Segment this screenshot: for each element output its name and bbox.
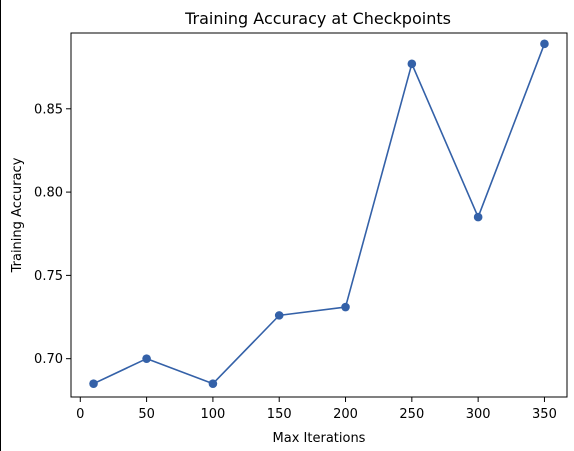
series-group <box>89 39 549 388</box>
y-axis: 0.70 0.75 0.80 0.85 <box>34 102 71 367</box>
data-point <box>473 212 483 222</box>
x-tick-label: 100 <box>200 407 225 422</box>
data-point <box>142 354 151 363</box>
x-tick-label: 200 <box>333 407 358 422</box>
data-point <box>341 302 350 312</box>
x-tick-label: 300 <box>466 407 491 422</box>
y-tick-label: 0.75 <box>34 269 63 284</box>
y-tick-label: 0.85 <box>34 102 63 117</box>
x-axis: 0 50 100 150 200 250 300 350 <box>76 397 557 422</box>
series-line <box>93 43 546 385</box>
x-tick-label: 50 <box>138 407 155 422</box>
data-point <box>540 39 549 49</box>
x-tick-label: 0 <box>76 407 84 422</box>
data-point <box>274 311 284 320</box>
y-axis-title: Training Accuracy <box>10 157 25 273</box>
chart-title: Training Accuracy at Checkpoints <box>184 9 451 28</box>
data-point <box>407 59 417 69</box>
x-axis-title: Max Iterations <box>273 431 366 446</box>
y-tick-label: 0.80 <box>34 186 63 201</box>
y-tick-label: 0.70 <box>34 352 63 367</box>
data-point <box>89 379 98 388</box>
x-tick-label: 350 <box>532 407 557 422</box>
data-point <box>208 379 218 388</box>
x-tick-label: 150 <box>267 407 292 422</box>
axes-frame <box>70 32 568 398</box>
x-tick-label: 250 <box>399 407 424 422</box>
